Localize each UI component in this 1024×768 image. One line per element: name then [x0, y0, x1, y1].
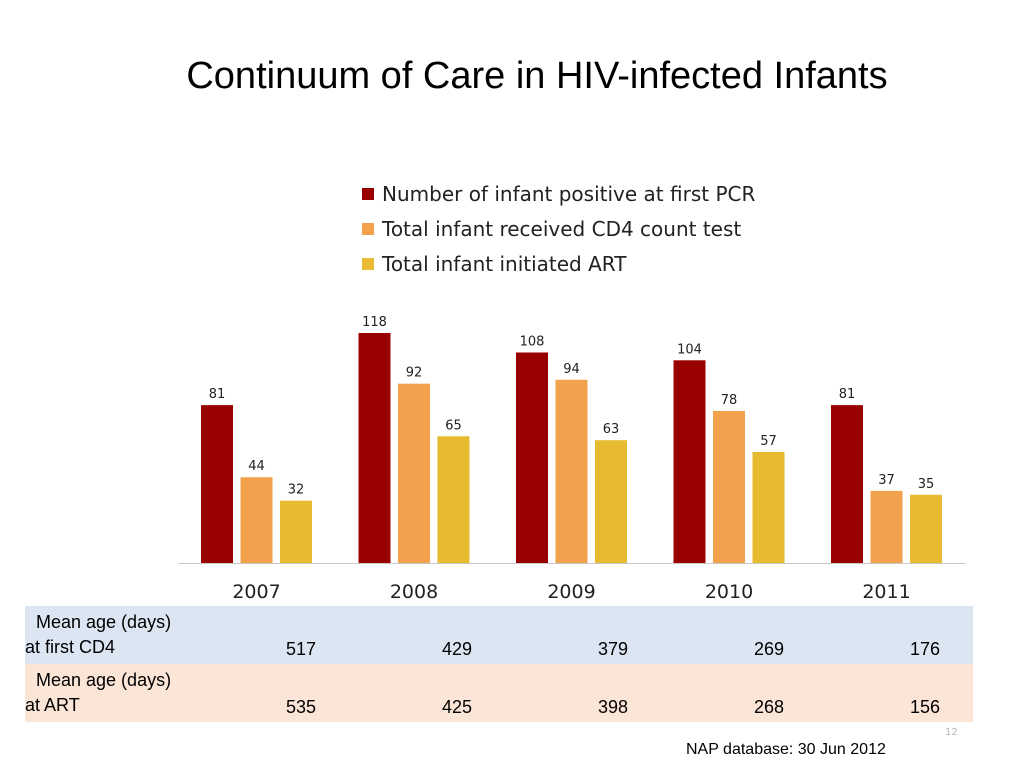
bar-cd4-2007	[240, 477, 273, 563]
x-tick-label-2011: 2011	[862, 581, 910, 603]
row-label-line: Mean age (days)	[36, 612, 172, 632]
bar-cd4-2011	[870, 490, 903, 563]
data-label-art-2011: 35	[918, 477, 935, 492]
slide-title: Continuum of Care in HIV-infected Infant…	[186, 55, 888, 97]
table-cell: 535	[193, 664, 349, 722]
data-label-art-2008: 65	[445, 418, 462, 433]
table-cell: 517	[193, 606, 349, 664]
bar-art-2010	[752, 451, 785, 563]
table-cell: 425	[349, 664, 505, 722]
table-cell: 398	[505, 664, 661, 722]
table-cell: 269	[661, 606, 817, 664]
data-label-pcr-2009: 108	[520, 334, 545, 349]
bar-art-2008	[437, 436, 470, 563]
bar-art-2011	[910, 494, 942, 563]
bar-art-2009	[595, 440, 627, 563]
table-row: Mean age (days) at ART 535 425 398 268 1…	[25, 664, 973, 722]
table-cell: 176	[817, 606, 973, 664]
bar-art-2007	[280, 500, 312, 563]
bar-pcr-2007	[201, 405, 233, 563]
legend-label-cd4: Total infant received CD4 count test	[382, 216, 742, 241]
legend-label-pcr: Number of infant positive at first PCR	[382, 181, 756, 206]
table-cell: 379	[505, 606, 661, 664]
bar-cd4-2008	[398, 383, 430, 563]
data-label-art-2009: 63	[603, 422, 620, 437]
x-tick-label-2008: 2008	[390, 581, 438, 603]
data-label-cd4-2009: 94	[563, 362, 580, 377]
data-label-cd4-2007: 44	[248, 459, 265, 474]
x-tick-label-2009: 2009	[547, 581, 595, 603]
bar-cd4-2009	[555, 379, 588, 563]
row-label-line: at first CD4	[25, 637, 116, 657]
legend-swatch-pcr	[362, 187, 374, 200]
data-label-pcr-2008: 118	[362, 315, 387, 330]
bar-cd4-2010	[713, 410, 745, 563]
table-cell: 156	[817, 664, 973, 722]
bar-pcr-2009	[516, 352, 548, 563]
legend-label-art: Total infant initiated ART	[382, 251, 627, 276]
data-label-pcr-2007: 81	[209, 387, 226, 402]
x-tick-label-2010: 2010	[705, 581, 753, 603]
legend-item-art: Total infant initiated ART	[362, 246, 755, 281]
legend-item-cd4: Total infant received CD4 count test	[362, 211, 755, 246]
data-label-cd4-2010: 78	[721, 393, 738, 408]
chart-legend: Number of infant positive at first PCR T…	[362, 176, 755, 281]
bar-pcr-2011	[831, 405, 863, 563]
legend-swatch-cd4	[362, 222, 374, 235]
data-label-pcr-2011: 81	[839, 387, 856, 402]
table-cell: 429	[349, 606, 505, 664]
x-tick-label-2007: 2007	[232, 581, 280, 603]
source-note: NAP database: 30 Jun 2012	[686, 741, 886, 758]
data-label-cd4-2011: 37	[878, 473, 895, 488]
row-label-line: Mean age (days)	[36, 670, 172, 690]
row-label-line: at ART	[25, 695, 80, 715]
bar-chart: 81 44 32 2007 118 92 65 2008 108 94 63 2009 104 78 57 2…	[178, 315, 966, 603]
mean-age-table: Mean age (days) at first CD4 517 429 379…	[25, 606, 973, 722]
legend-swatch-art	[362, 257, 374, 270]
table-row: Mean age (days) at first CD4 517 429 379…	[25, 606, 973, 664]
bar-pcr-2008	[358, 333, 391, 563]
row-label-first-cd4: Mean age (days) at first CD4	[25, 606, 193, 664]
bar-pcr-2010	[673, 360, 706, 563]
data-label-art-2007: 32	[288, 483, 305, 498]
legend-item-pcr: Number of infant positive at first PCR	[362, 176, 755, 211]
page-number: 12	[945, 727, 958, 738]
table-cell: 268	[661, 664, 817, 722]
row-label-art: Mean age (days) at ART	[25, 664, 193, 722]
data-label-pcr-2010: 104	[677, 342, 702, 357]
data-label-art-2010: 57	[760, 434, 777, 449]
data-label-cd4-2008: 92	[406, 366, 423, 381]
